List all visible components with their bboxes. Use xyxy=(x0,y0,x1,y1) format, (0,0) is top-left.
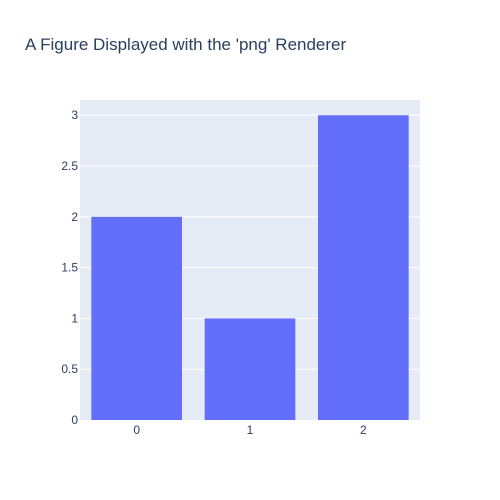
bar-2 xyxy=(318,115,409,420)
y-tick-label: 0.5 xyxy=(61,362,78,376)
bar-1 xyxy=(204,318,296,420)
bar-0 xyxy=(91,216,182,420)
y-tick-label: 2 xyxy=(71,210,78,224)
y-tick-label: 3 xyxy=(71,108,78,122)
y-tick-label: 1 xyxy=(71,311,78,325)
x-axis-ticks: 0 1 2 xyxy=(133,423,367,437)
x-tick-label: 0 xyxy=(133,423,140,437)
y-tick-label: 2.5 xyxy=(61,159,78,173)
bars xyxy=(91,115,409,420)
chart-title: A Figure Displayed with the 'png' Render… xyxy=(25,35,347,54)
x-tick-label: 2 xyxy=(360,423,367,437)
x-tick-label: 1 xyxy=(247,423,254,437)
y-axis-ticks: 0 0.5 1 1.5 2 2.5 3 xyxy=(61,108,78,427)
y-tick-label: 0 xyxy=(71,413,78,427)
y-tick-label: 1.5 xyxy=(61,261,78,275)
